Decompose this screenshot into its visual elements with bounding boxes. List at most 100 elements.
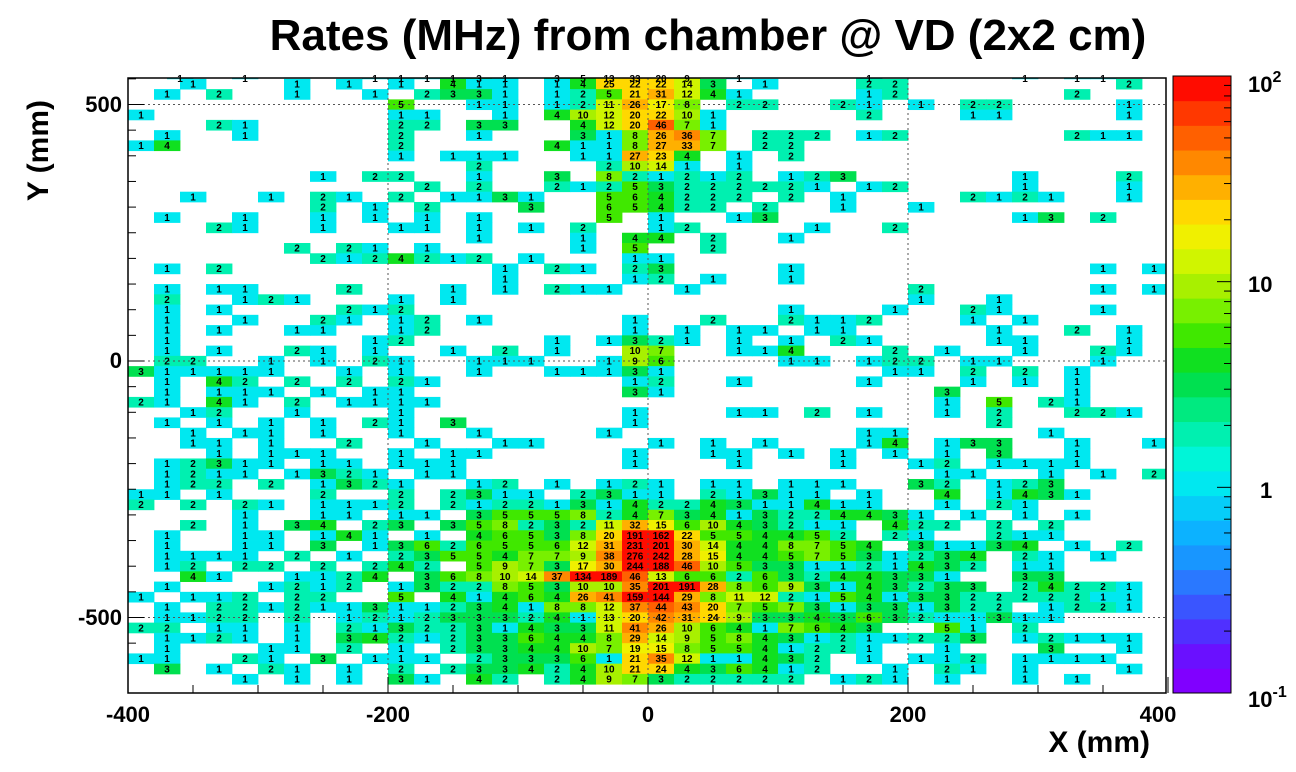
heatmap-cell-label: 4 [918,562,924,573]
heatmap-cell-label: 1 [606,336,612,347]
heatmap-cell [596,109,623,121]
heatmap-cell-label: 1 [268,192,274,203]
heatmap-cell-label: 5 [528,541,534,552]
heatmap-cell [154,284,181,295]
heatmap-cell-label: 1 [372,244,378,255]
heatmap-cell-label: 3 [476,510,482,521]
heatmap-cell [492,509,519,521]
heatmap-cell-label: 1 [866,654,872,665]
heatmap-cell [336,571,363,582]
heatmap-cell-label: 7 [528,562,534,573]
heatmap-cell-label: 21 [629,664,641,675]
heatmap-cell-label: 12 [681,654,693,665]
heatmap-cell-label: 1 [762,79,768,90]
heatmap-cell [778,140,805,152]
heatmap-cell-label: 1 [1074,510,1080,521]
heatmap-cell [336,437,363,449]
heatmap-cell-label: 2 [866,315,872,326]
heatmap-cell [674,530,701,541]
heatmap-cell [1038,632,1065,644]
heatmap-cell [180,458,207,470]
heatmap-cell-label: 15 [655,521,667,532]
heatmap-cell [206,325,233,336]
heatmap-cell [726,458,753,470]
heatmap-cell [388,581,415,593]
heatmap-cell-label: 1 [1126,326,1132,337]
heatmap-cell [1090,653,1117,665]
heatmap-cell [310,386,337,398]
heatmap-cell [466,232,493,244]
heatmap-cell [154,663,181,675]
heatmap-cell [466,314,493,326]
heatmap-cell [596,499,623,511]
heatmap-cell [414,109,441,121]
heatmap-cell [310,345,337,357]
heatmap-cell-label: 2 [736,100,742,111]
heatmap-cell [804,325,831,336]
heatmap-cell [648,571,675,582]
heatmap-cell-label: 1 [918,100,924,111]
heatmap-cell-label: 2 [424,562,430,573]
heatmap-cell-label: 1 [1126,192,1132,203]
heatmap-cell-label: 6 [606,203,612,214]
heatmap-cell [154,263,181,275]
heatmap-cell-label: 1 [1022,172,1028,183]
heatmap-cell [1012,478,1039,490]
heatmap-cell [726,530,753,541]
heatmap-cell [414,222,441,234]
heatmap-cell [622,499,649,511]
heatmap-cell [622,530,649,541]
heatmap-cell-label: 2 [294,346,300,357]
heatmap-cell-label: 1 [944,469,950,480]
heatmap-cell-label: 1 [632,449,638,460]
heatmap-cell-label: 1 [372,541,378,552]
heatmap-cell [882,222,909,234]
heatmap-cell-label: 2 [242,377,248,388]
heatmap-cell [752,602,779,613]
colorbar-swatch [1173,396,1231,423]
heatmap-cell-label: 1 [944,675,950,686]
heatmap-cell-label: 1 [294,90,300,101]
heatmap-cell [492,355,519,367]
colorbar-swatch [1173,470,1231,497]
heatmap-cell-label: 1 [398,295,404,306]
heatmap-cell [232,284,259,295]
heatmap-cell-label: 4 [840,623,846,634]
heatmap-cell-label: 3 [502,192,508,203]
heatmap-cell [570,119,597,131]
heatmap-cell [622,89,649,100]
heatmap-cell-label: 3 [138,367,144,378]
heatmap-cell-label: 1 [502,151,508,162]
heatmap-cell-label: 1 [476,233,482,244]
heatmap-cell [258,499,285,511]
heatmap-cell-label: 4 [632,500,638,511]
heatmap-cell-label: 1 [762,623,768,634]
heatmap-cell [830,561,857,572]
heatmap-cell-label: 1 [970,469,976,480]
heatmap-cell [310,468,337,480]
heatmap-cell [596,632,623,644]
heatmap-cell [674,499,701,511]
heatmap-cell-label: 276 [627,551,644,562]
heatmap-cell-label: 2 [710,490,716,501]
heatmap-cell [674,509,701,521]
heatmap-cell-label: 2 [242,613,248,624]
heatmap-cell-label: 1 [216,367,222,378]
heatmap-cell [908,581,935,593]
heatmap-cell-label: 9 [684,74,690,85]
heatmap-cell-label: 1 [164,131,170,142]
heatmap-cell [570,653,597,665]
heatmap-cell-label: 1 [242,295,248,306]
heatmap-cell [570,181,597,193]
heatmap-cell [778,591,805,603]
heatmap-cell-label: 3 [424,582,430,593]
heatmap-cell-label: 1 [164,469,170,480]
heatmap-cell-label: 2 [1126,79,1132,90]
heatmap-cell [492,99,519,111]
heatmap-cell-label: 2 [346,572,352,583]
heatmap-cell-label: 3 [554,562,560,573]
heatmap-cell [596,284,623,295]
heatmap-cell-label: 1 [320,572,326,583]
heatmap-cell-label: 4 [866,582,872,593]
heatmap-cell [388,294,415,305]
